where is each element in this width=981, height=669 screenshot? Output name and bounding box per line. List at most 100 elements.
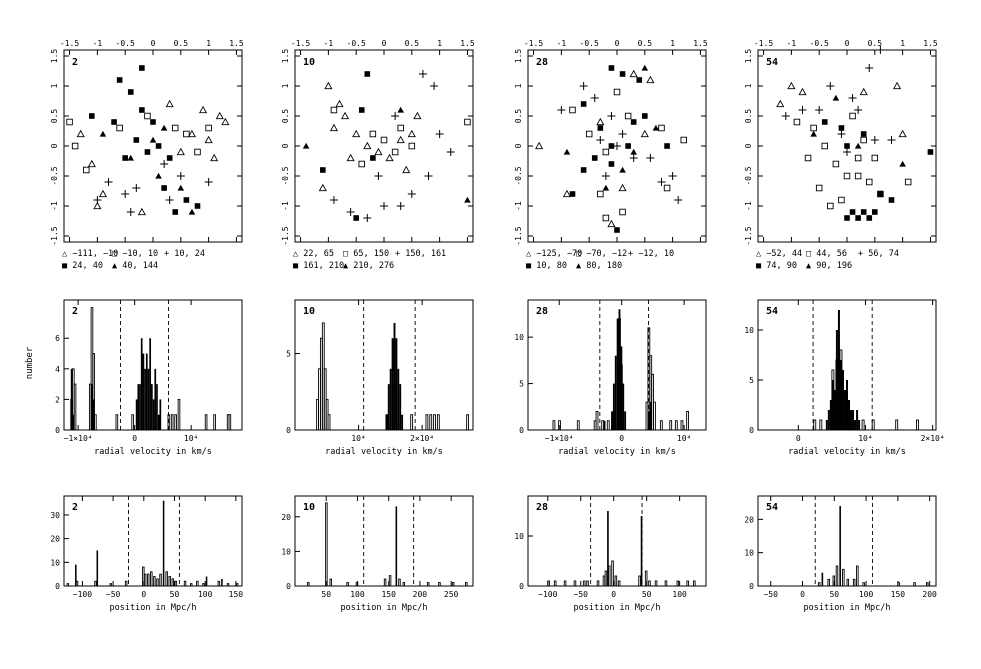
open-histogram-bar xyxy=(835,565,839,587)
open-triangle-marker xyxy=(646,75,655,84)
filled-triangle-marker xyxy=(899,160,906,167)
open-histogram-bar xyxy=(654,580,658,587)
open-histogram-bar xyxy=(817,582,821,587)
open-histogram-bar xyxy=(150,571,153,587)
open-histogram-bar xyxy=(226,583,230,587)
x-axis-label: position in Mpc/h xyxy=(110,603,197,613)
open-square-marker xyxy=(832,160,840,168)
filled-histogram-bar xyxy=(399,384,402,430)
open-histogram-bar xyxy=(329,578,332,587)
open-triangle-marker xyxy=(776,99,785,108)
y-tick-label: 20 xyxy=(281,513,291,522)
filled-square-marker xyxy=(370,155,376,161)
open-triangle-marker xyxy=(198,105,208,114)
open-square-marker xyxy=(871,154,879,162)
open-histogram-bar xyxy=(604,570,608,587)
top-tick-label: -1 xyxy=(557,39,567,48)
x-axis-label: radial velocity in km/s xyxy=(94,447,212,457)
open-histogram-bar xyxy=(664,580,668,587)
filled-triangle-marker xyxy=(188,208,196,215)
open-square-marker xyxy=(358,160,366,168)
plus-marker xyxy=(815,106,824,114)
filled-histogram-bar xyxy=(841,370,844,430)
filled-histogram-bar xyxy=(385,414,388,430)
panel-id-label: 2 xyxy=(72,502,78,513)
filled-triangle-marker xyxy=(99,130,107,137)
open-histogram-bar xyxy=(553,580,557,587)
plus-marker xyxy=(848,94,857,102)
legend-entry: □ −10, 10 xyxy=(112,249,158,259)
filled-histogram-bar xyxy=(140,338,143,430)
open-square-marker xyxy=(116,124,123,132)
top-tick-label: 0 xyxy=(151,39,156,48)
filled-triangle-marker xyxy=(630,148,637,155)
open-histogram-bar xyxy=(202,583,205,587)
filled-square-marker xyxy=(89,113,95,119)
filled-histogram-bar xyxy=(397,368,400,430)
plus-marker xyxy=(396,202,405,210)
x-tick-label: 50 xyxy=(642,590,652,599)
plus-marker xyxy=(424,172,433,180)
x-tick-label: −50 xyxy=(763,590,778,599)
open-histogram-bar xyxy=(170,414,174,431)
x-tick-label: −100 xyxy=(73,590,92,599)
open-square-marker xyxy=(602,214,610,222)
plus-marker xyxy=(668,172,677,180)
top-tick-label: -0.5 xyxy=(810,39,829,48)
open-square-marker xyxy=(821,142,829,150)
open-histogram-bar xyxy=(388,575,392,587)
x-tick-label: 150 xyxy=(891,590,906,599)
filled-square-marker xyxy=(353,215,359,221)
panel-id-label: 10 xyxy=(303,502,315,513)
filled-square-marker xyxy=(608,143,615,149)
open-triangle-marker xyxy=(618,183,627,192)
y-tick-label: 5 xyxy=(749,376,754,385)
open-histogram-bar xyxy=(307,582,310,587)
plus-marker xyxy=(590,94,599,102)
legend-entry: + 10, 24 xyxy=(164,249,205,259)
open-triangle-marker xyxy=(396,135,405,144)
filled-histogram-bar xyxy=(152,399,155,430)
filled-square-marker xyxy=(591,155,598,161)
y-tick-label: 0 xyxy=(519,582,524,591)
top-tick-label: 1.5 xyxy=(923,39,938,48)
open-histogram-bar xyxy=(926,582,929,587)
plus-marker xyxy=(618,130,627,138)
top-tick-label: 0 xyxy=(615,39,620,48)
y-tick-label: 0 xyxy=(749,426,754,435)
open-histogram-bar xyxy=(156,578,159,587)
legend-entry: △ 22, 65 xyxy=(293,249,334,259)
filled-square-marker xyxy=(580,167,587,173)
open-histogram-bar xyxy=(174,414,177,431)
open-triangle-marker xyxy=(137,207,146,216)
x-tick-label: 100 xyxy=(672,590,687,599)
left-tick-label: 0 xyxy=(50,143,59,148)
filled-triangle-marker xyxy=(810,130,817,137)
open-triangle-marker xyxy=(215,111,224,120)
open-histogram-bar xyxy=(852,578,856,587)
x-tick-label: 200 xyxy=(413,590,428,599)
x-tick-label: 150 xyxy=(229,590,244,599)
left-tick-label: -1 xyxy=(744,201,753,211)
panel-id-label: 2 xyxy=(72,57,78,68)
open-histogram-bar xyxy=(653,401,656,431)
filled-square-marker xyxy=(821,119,828,125)
filled-square-marker xyxy=(877,191,884,197)
plus-marker xyxy=(121,190,130,198)
open-histogram-bar xyxy=(168,576,171,587)
filled-histogram-bar xyxy=(825,420,828,430)
left-tick-label: -1 xyxy=(514,201,523,211)
panel-id-label: 28 xyxy=(536,502,548,513)
open-histogram-bar xyxy=(659,420,663,431)
legend-entry: ■ 161, 210 xyxy=(293,261,344,271)
filled-histogram-bar xyxy=(603,420,606,430)
filled-triangle-marker xyxy=(177,184,185,191)
open-histogram-bar xyxy=(147,573,150,587)
plus-marker xyxy=(870,136,879,144)
open-histogram-bar xyxy=(196,580,199,587)
filled-square-marker xyxy=(364,71,371,77)
open-triangle-marker xyxy=(629,69,638,78)
top-tick-label: 0.5 xyxy=(638,39,653,48)
filled-histogram-bar xyxy=(92,399,95,430)
left-tick-label: 0 xyxy=(281,143,290,148)
